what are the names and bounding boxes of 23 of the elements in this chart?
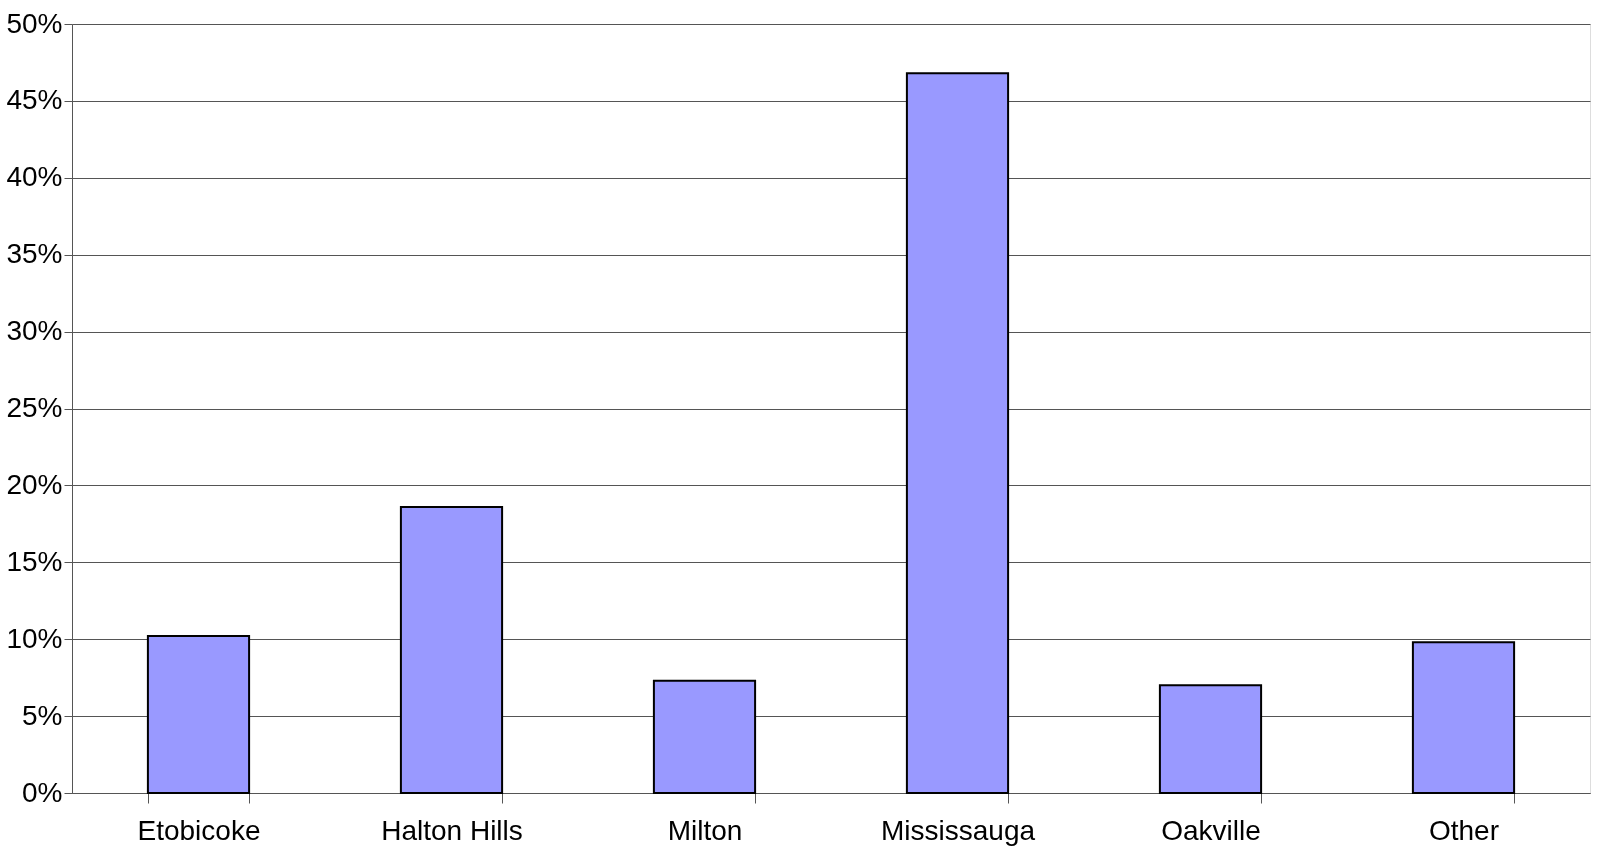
y-tick-label: 25% bbox=[6, 392, 63, 423]
y-tick-label: 40% bbox=[6, 161, 63, 193]
x-tick-label: Mississauga bbox=[880, 814, 1036, 846]
y-tick-label: 35% bbox=[6, 238, 63, 270]
y-tick-label: 50% bbox=[6, 7, 63, 39]
bar bbox=[146, 635, 251, 794]
y-tick-label: 15% bbox=[6, 545, 63, 577]
x-tick-label: Etobicoke bbox=[137, 814, 261, 846]
y-tick-label: 30% bbox=[6, 315, 63, 347]
x-tick-label: Milton bbox=[667, 814, 743, 846]
bar bbox=[399, 505, 504, 794]
y-tick-label: 0% bbox=[22, 776, 63, 808]
x-tick-label: Oakville bbox=[1161, 814, 1261, 846]
bar bbox=[652, 679, 757, 794]
bar bbox=[1411, 641, 1516, 794]
bar bbox=[905, 72, 1010, 794]
x-tick-label: Halton Hills bbox=[381, 814, 523, 846]
bar bbox=[1158, 684, 1263, 794]
y-tick-label: 45% bbox=[6, 84, 63, 116]
y-tick-label: 10% bbox=[6, 622, 63, 654]
x-tick-label: Other bbox=[1428, 814, 1500, 846]
y-tick-label: 5% bbox=[22, 699, 63, 731]
y-tick-label: 20% bbox=[6, 468, 63, 500]
